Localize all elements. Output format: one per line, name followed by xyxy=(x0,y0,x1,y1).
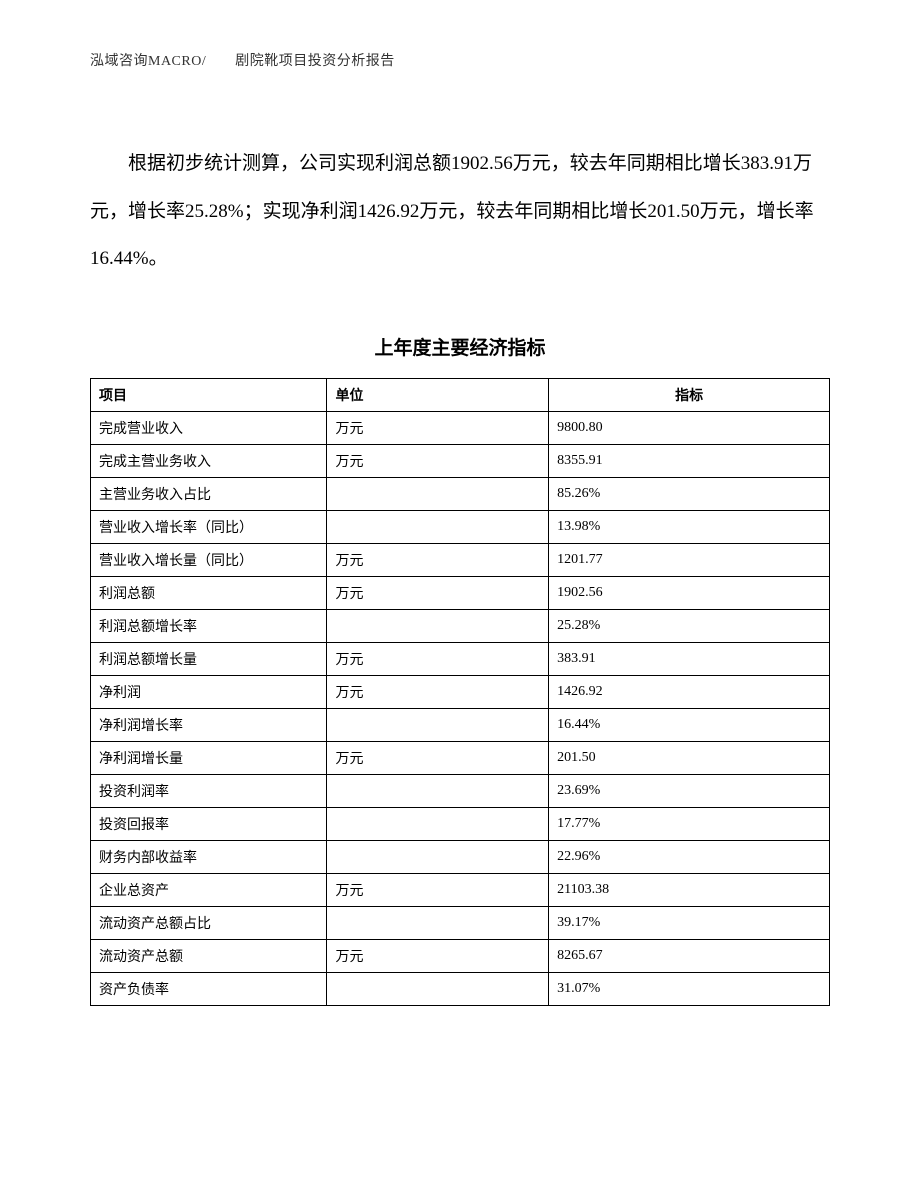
table-row: 完成营业收入万元9800.80 xyxy=(91,411,830,444)
table-cell: 万元 xyxy=(327,741,549,774)
table-cell: 17.77% xyxy=(549,807,830,840)
table-cell: 25.28% xyxy=(549,609,830,642)
table-row: 主营业务收入占比 85.26% xyxy=(91,477,830,510)
table-cell: 完成营业收入 xyxy=(91,411,327,444)
table-cell: 万元 xyxy=(327,543,549,576)
table-cell: 投资利润率 xyxy=(91,774,327,807)
table-cell xyxy=(327,774,549,807)
table-cell xyxy=(327,807,549,840)
table-cell: 企业总资产 xyxy=(91,873,327,906)
table-cell: 资产负债率 xyxy=(91,972,327,1005)
table-cell: 流动资产总额占比 xyxy=(91,906,327,939)
table-row: 完成主营业务收入万元8355.91 xyxy=(91,444,830,477)
table-row: 营业收入增长量（同比）万元1201.77 xyxy=(91,543,830,576)
col-header-unit: 单位 xyxy=(327,378,549,411)
table-cell: 1201.77 xyxy=(549,543,830,576)
table-cell xyxy=(327,840,549,873)
table-cell xyxy=(327,708,549,741)
page-header: 泓域咨询MACRO/ 剧院靴项目投资分析报告 xyxy=(90,50,830,70)
table-cell: 净利润 xyxy=(91,675,327,708)
table-cell: 8355.91 xyxy=(549,444,830,477)
table-cell: 净利润增长率 xyxy=(91,708,327,741)
table-cell: 利润总额 xyxy=(91,576,327,609)
table-cell: 31.07% xyxy=(549,972,830,1005)
economic-indicators-table: 项目 单位 指标 完成营业收入万元9800.80完成主营业务收入万元8355.9… xyxy=(90,378,830,1006)
table-cell: 21103.38 xyxy=(549,873,830,906)
table-cell: 1426.92 xyxy=(549,675,830,708)
table-cell: 净利润增长量 xyxy=(91,741,327,774)
col-header-item: 项目 xyxy=(91,378,327,411)
table-cell xyxy=(327,609,549,642)
table-cell: 22.96% xyxy=(549,840,830,873)
table-row: 资产负债率 31.07% xyxy=(91,972,830,1005)
table-cell: 13.98% xyxy=(549,510,830,543)
table-row: 企业总资产万元21103.38 xyxy=(91,873,830,906)
table-cell xyxy=(327,972,549,1005)
table-header-row: 项目 单位 指标 xyxy=(91,378,830,411)
table-row: 利润总额万元1902.56 xyxy=(91,576,830,609)
table-cell: 利润总额增长率 xyxy=(91,609,327,642)
table-cell: 201.50 xyxy=(549,741,830,774)
col-header-value: 指标 xyxy=(549,378,830,411)
table-cell: 完成主营业务收入 xyxy=(91,444,327,477)
table-row: 利润总额增长量万元383.91 xyxy=(91,642,830,675)
table-cell xyxy=(327,906,549,939)
table-cell xyxy=(327,477,549,510)
table-cell: 营业收入增长量（同比） xyxy=(91,543,327,576)
table-row: 财务内部收益率 22.96% xyxy=(91,840,830,873)
table-row: 净利润万元1426.92 xyxy=(91,675,830,708)
table-cell: 9800.80 xyxy=(549,411,830,444)
table-title: 上年度主要经济指标 xyxy=(90,333,830,360)
table-cell: 23.69% xyxy=(549,774,830,807)
table-cell: 财务内部收益率 xyxy=(91,840,327,873)
table-cell: 8265.67 xyxy=(549,939,830,972)
table-row: 投资利润率 23.69% xyxy=(91,774,830,807)
table-cell: 营业收入增长率（同比） xyxy=(91,510,327,543)
table-cell: 投资回报率 xyxy=(91,807,327,840)
table-cell: 万元 xyxy=(327,411,549,444)
table-cell: 万元 xyxy=(327,444,549,477)
table-row: 净利润增长量万元201.50 xyxy=(91,741,830,774)
table-cell: 万元 xyxy=(327,939,549,972)
table-row: 流动资产总额万元8265.67 xyxy=(91,939,830,972)
table-cell: 万元 xyxy=(327,873,549,906)
table-row: 净利润增长率 16.44% xyxy=(91,708,830,741)
table-row: 流动资产总额占比 39.17% xyxy=(91,906,830,939)
table-cell: 16.44% xyxy=(549,708,830,741)
table-row: 投资回报率 17.77% xyxy=(91,807,830,840)
table-cell: 利润总额增长量 xyxy=(91,642,327,675)
table-cell: 383.91 xyxy=(549,642,830,675)
table-cell xyxy=(327,510,549,543)
body-paragraph: 根据初步统计测算，公司实现利润总额1902.56万元，较去年同期相比增长383.… xyxy=(90,140,830,283)
table-cell: 流动资产总额 xyxy=(91,939,327,972)
table-row: 营业收入增长率（同比） 13.98% xyxy=(91,510,830,543)
table-cell: 万元 xyxy=(327,675,549,708)
table-row: 利润总额增长率 25.28% xyxy=(91,609,830,642)
table-cell: 万元 xyxy=(327,642,549,675)
table-cell: 1902.56 xyxy=(549,576,830,609)
table-cell: 39.17% xyxy=(549,906,830,939)
table-cell: 85.26% xyxy=(549,477,830,510)
table-cell: 万元 xyxy=(327,576,549,609)
table-cell: 主营业务收入占比 xyxy=(91,477,327,510)
